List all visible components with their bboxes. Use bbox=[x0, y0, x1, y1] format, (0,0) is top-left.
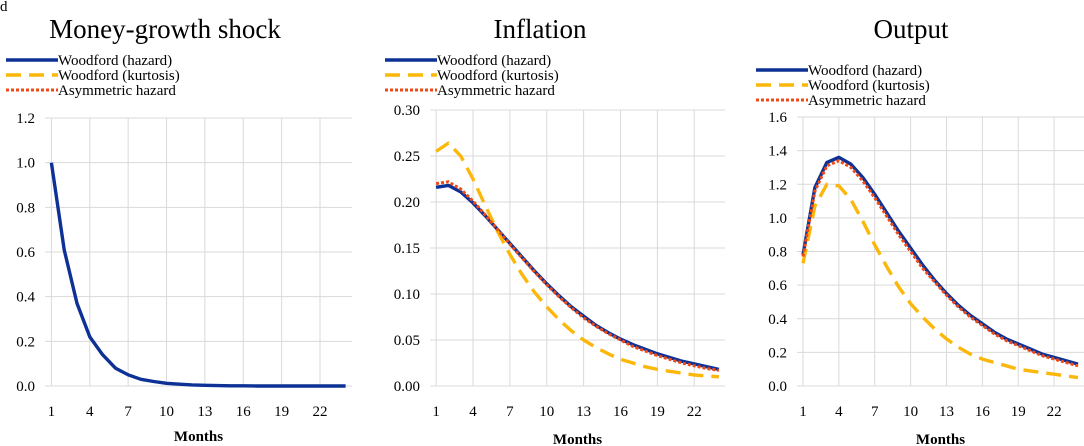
x-tick-label: 16 bbox=[975, 404, 991, 420]
y-tick-label: 0.6 bbox=[16, 245, 35, 261]
x-tick-label: 19 bbox=[1011, 404, 1026, 420]
legend-label: Asymmetric hazard bbox=[58, 83, 176, 99]
series-line-woodford-hazard bbox=[801, 155, 1079, 366]
chart-panel-3: Output 0.0 0.2 0.4 0.6 0.8 1.0 1.2 1.4 1.6 1 4 7 10 13… bbox=[756, 14, 1084, 446]
legend-label: Asymmetric hazard bbox=[437, 83, 555, 99]
y-tick-label: 0.20 bbox=[394, 195, 420, 211]
x-tick-label: 10 bbox=[539, 404, 554, 420]
legend-label: Woodford (kurtosis) bbox=[808, 78, 930, 94]
x-tick-label: 16 bbox=[236, 404, 252, 420]
x-tick-label: 1 bbox=[799, 404, 807, 420]
x-tick-label: 1 bbox=[432, 404, 440, 420]
x-tick-label: 10 bbox=[903, 404, 918, 420]
x-tick-label: 22 bbox=[687, 404, 702, 420]
y-tick-label: 1.2 bbox=[16, 111, 35, 127]
y-tick-label: 0.25 bbox=[394, 149, 420, 165]
legend-label: Woodford (hazard) bbox=[808, 63, 922, 79]
y-tick-label: 1.2 bbox=[768, 177, 787, 193]
x-tick-label: 19 bbox=[650, 404, 665, 420]
legend-label: Woodford (hazard) bbox=[58, 53, 172, 69]
x-tick-label: 16 bbox=[613, 404, 629, 420]
series-line-woodford-hazard bbox=[435, 183, 720, 372]
x-tick-label: 19 bbox=[274, 404, 289, 420]
chart-title: Output bbox=[873, 14, 949, 44]
x-tick-label: 22 bbox=[313, 404, 328, 420]
x-tick-label: 10 bbox=[159, 404, 174, 420]
y-tick-label: 0.0 bbox=[16, 379, 35, 395]
y-tick-label: 0.8 bbox=[16, 200, 35, 216]
series-line-woodford-kurtosis bbox=[435, 141, 720, 379]
x-axis-label: Months bbox=[916, 432, 965, 446]
y-tick-label: 0.15 bbox=[394, 241, 420, 257]
series-line-asymmetric-hazard bbox=[435, 180, 720, 372]
y-tick-label: 0.8 bbox=[768, 245, 787, 261]
chart-title: Inflation bbox=[494, 14, 587, 44]
y-tick-label: 1.4 bbox=[768, 144, 787, 160]
series-line-asymmetric-hazard bbox=[801, 159, 1079, 368]
series-line-woodford-kurtosis bbox=[801, 182, 1079, 380]
y-tick-label: 0.05 bbox=[394, 333, 420, 349]
y-tick-label: 1.0 bbox=[768, 211, 787, 227]
x-axis-label: Months bbox=[553, 432, 602, 446]
y-tick-label: 0.2 bbox=[16, 334, 35, 350]
x-tick-label: 22 bbox=[1047, 404, 1062, 420]
y-tick-label: 0.4 bbox=[16, 290, 35, 306]
y-tick-label: 0.30 bbox=[394, 103, 420, 119]
x-tick-label: 7 bbox=[871, 404, 879, 420]
y-tick-label: 1.0 bbox=[16, 156, 35, 172]
y-tick-label: 0.6 bbox=[768, 278, 787, 294]
legend-label: Woodford (kurtosis) bbox=[437, 68, 559, 84]
y-tick-label: 0.0 bbox=[768, 379, 787, 395]
corner-label: d bbox=[0, 0, 8, 15]
x-tick-label: 1 bbox=[48, 404, 56, 420]
y-tick-label: 0.00 bbox=[394, 379, 420, 395]
x-axis-label: Months bbox=[174, 429, 223, 445]
y-tick-label: 0.4 bbox=[768, 312, 787, 328]
series-line-woodford-hazard bbox=[49, 162, 346, 388]
x-tick-label: 7 bbox=[506, 404, 514, 420]
x-tick-label: 4 bbox=[835, 404, 843, 420]
chart-panel-1: Money-growth shock 0.0 0.2 0.4 0.6 0.8 1.0 1.2 1… bbox=[6, 14, 352, 445]
y-tick-label: 1.6 bbox=[768, 110, 787, 126]
y-tick-label: 0.10 bbox=[394, 287, 420, 303]
legend-label: Woodford (kurtosis) bbox=[58, 68, 180, 84]
y-tick-label: 0.2 bbox=[768, 345, 787, 361]
chart-title: Money-growth shock bbox=[49, 14, 281, 44]
x-tick-label: 13 bbox=[939, 404, 954, 420]
legend-label: Woodford (hazard) bbox=[437, 53, 551, 69]
legend-label: Asymmetric hazard bbox=[808, 93, 926, 109]
x-tick-label: 4 bbox=[86, 404, 94, 420]
x-tick-label: 7 bbox=[124, 404, 132, 420]
x-tick-label: 13 bbox=[197, 404, 212, 420]
x-tick-label: 4 bbox=[469, 404, 477, 420]
chart-panel-2: Inflation 0.00 0.05 0.10 0.15 0.20 0.25 0.30 1 4 7… bbox=[385, 14, 725, 446]
x-tick-label: 13 bbox=[576, 404, 591, 420]
